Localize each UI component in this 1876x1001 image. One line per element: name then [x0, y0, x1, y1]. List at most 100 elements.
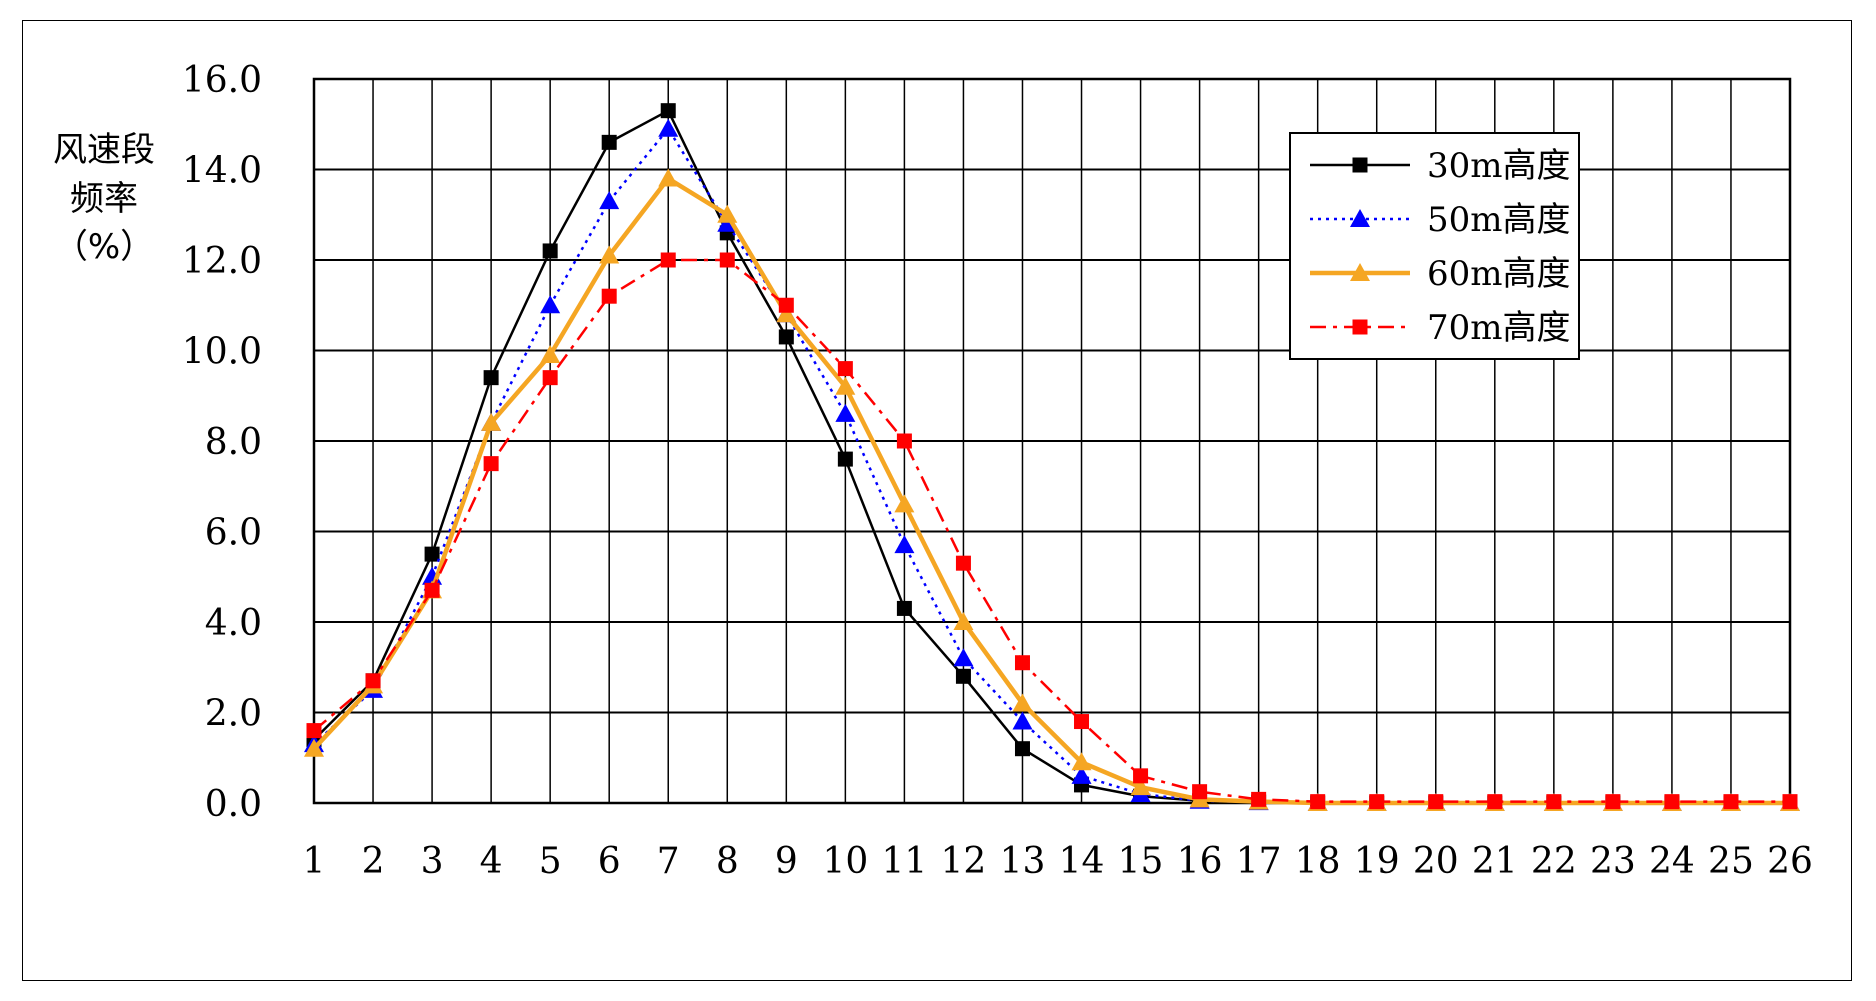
data-point	[1012, 711, 1033, 730]
legend-label: 60m高度	[1427, 254, 1571, 294]
y-tick-label: 12.0	[182, 241, 262, 282]
data-point	[483, 370, 499, 386]
data-point	[1014, 655, 1030, 671]
y-tick-label: 4.0	[205, 603, 262, 644]
y-tick-label: 0.0	[205, 784, 262, 825]
data-point	[1192, 784, 1208, 800]
x-tick-label: 5	[539, 841, 562, 882]
y-tick-label: 8.0	[205, 422, 262, 463]
x-tick-label: 11	[881, 841, 927, 882]
data-point	[660, 103, 676, 119]
data-point	[1782, 794, 1798, 810]
legend-label: 50m高度	[1427, 200, 1571, 240]
x-tick-label: 24	[1649, 841, 1695, 882]
data-point	[1664, 794, 1680, 810]
data-point	[1014, 741, 1030, 757]
x-tick-label: 17	[1236, 841, 1282, 882]
data-point	[304, 738, 324, 757]
x-tick-label: 9	[775, 841, 798, 882]
data-point	[599, 245, 620, 264]
data-point	[483, 456, 499, 472]
data-point	[835, 403, 856, 422]
data-point	[894, 494, 915, 513]
legend-label: 30m高度	[1427, 146, 1571, 186]
x-tick-label: 19	[1354, 841, 1400, 882]
x-tick-label: 2	[362, 841, 385, 882]
data-point	[1012, 693, 1033, 712]
legend-item: 50m高度	[1310, 200, 1571, 240]
data-point	[837, 451, 853, 467]
data-point	[599, 191, 620, 210]
legend-swatch-marker	[1350, 263, 1370, 281]
y-tick-label: 10.0	[182, 332, 262, 373]
data-point	[1071, 752, 1092, 771]
y-axis-label-line: 频率	[70, 179, 138, 219]
legend-box	[1289, 132, 1580, 360]
data-point	[1723, 794, 1739, 810]
y-tick-label: 6.0	[205, 513, 262, 554]
data-point	[660, 252, 676, 268]
x-tick-label: 18	[1295, 841, 1341, 882]
y-axis-ticks: 0.0 2.0 4.0 6.0 8.0 10.0 12.0 14.0 16.0	[182, 60, 262, 825]
data-point	[955, 555, 971, 571]
x-tick-label: 1	[303, 841, 326, 882]
legend-swatch-marker	[1350, 209, 1370, 227]
x-tick-label: 22	[1531, 841, 1577, 882]
data-point	[1130, 777, 1151, 796]
data-point	[540, 345, 561, 364]
data-point	[953, 648, 974, 667]
data-point	[955, 668, 971, 684]
data-point	[658, 118, 679, 137]
series-line	[313, 258, 1790, 803]
series-4	[306, 252, 1798, 810]
data-point	[424, 582, 440, 598]
x-tick-label: 23	[1590, 841, 1636, 882]
data-point	[1546, 794, 1562, 810]
x-tick-label: 25	[1708, 841, 1754, 882]
data-point	[1133, 768, 1149, 784]
y-tick-label: 14.0	[182, 151, 262, 192]
data-point	[894, 535, 915, 554]
data-point	[1310, 794, 1326, 810]
x-axis-ticks: 1 2 3 4 5 6 7 8 9 10 11 12 13 14 15 16 17 18 19 20 21 22 23 24 2…	[303, 841, 1813, 882]
x-tick-label: 16	[1177, 841, 1223, 882]
data-point	[542, 243, 558, 259]
legend-item: 30m高度	[1310, 146, 1571, 186]
data-point	[1605, 794, 1621, 810]
data-point	[837, 361, 853, 377]
data-point	[1487, 794, 1503, 810]
data-point	[778, 329, 794, 345]
data-point	[896, 433, 912, 449]
series-line	[312, 176, 1790, 806]
y-tick-label: 16.0	[182, 60, 262, 101]
data-point	[601, 288, 617, 304]
x-tick-label: 20	[1413, 841, 1459, 882]
data-point	[1369, 794, 1385, 810]
x-tick-label: 12	[941, 841, 987, 882]
data-point	[540, 295, 561, 314]
legend-swatch-marker	[1352, 319, 1368, 335]
data-point	[953, 612, 974, 630]
data-point	[1428, 794, 1444, 810]
x-tick-label: 3	[421, 841, 444, 882]
data-point	[542, 370, 558, 386]
data-point	[658, 168, 679, 187]
x-tick-label: 10	[822, 841, 868, 882]
y-axis-label-line: 风速段	[53, 130, 155, 170]
data-point	[481, 412, 502, 431]
data-point	[896, 600, 912, 616]
data-point	[1071, 765, 1092, 784]
legend-swatch-marker	[1352, 157, 1368, 173]
legend-label: 70m高度	[1427, 308, 1571, 348]
data-point	[776, 304, 797, 323]
x-tick-label: 15	[1118, 841, 1164, 882]
y-axis-label-line: （%）	[54, 227, 154, 267]
y-tick-label: 2.0	[205, 694, 262, 735]
x-tick-label: 8	[716, 841, 739, 882]
data-point	[601, 134, 617, 150]
data-point	[835, 376, 856, 395]
series-group	[304, 103, 1800, 811]
x-tick-label: 26	[1767, 841, 1813, 882]
x-tick-label: 13	[1000, 841, 1046, 882]
